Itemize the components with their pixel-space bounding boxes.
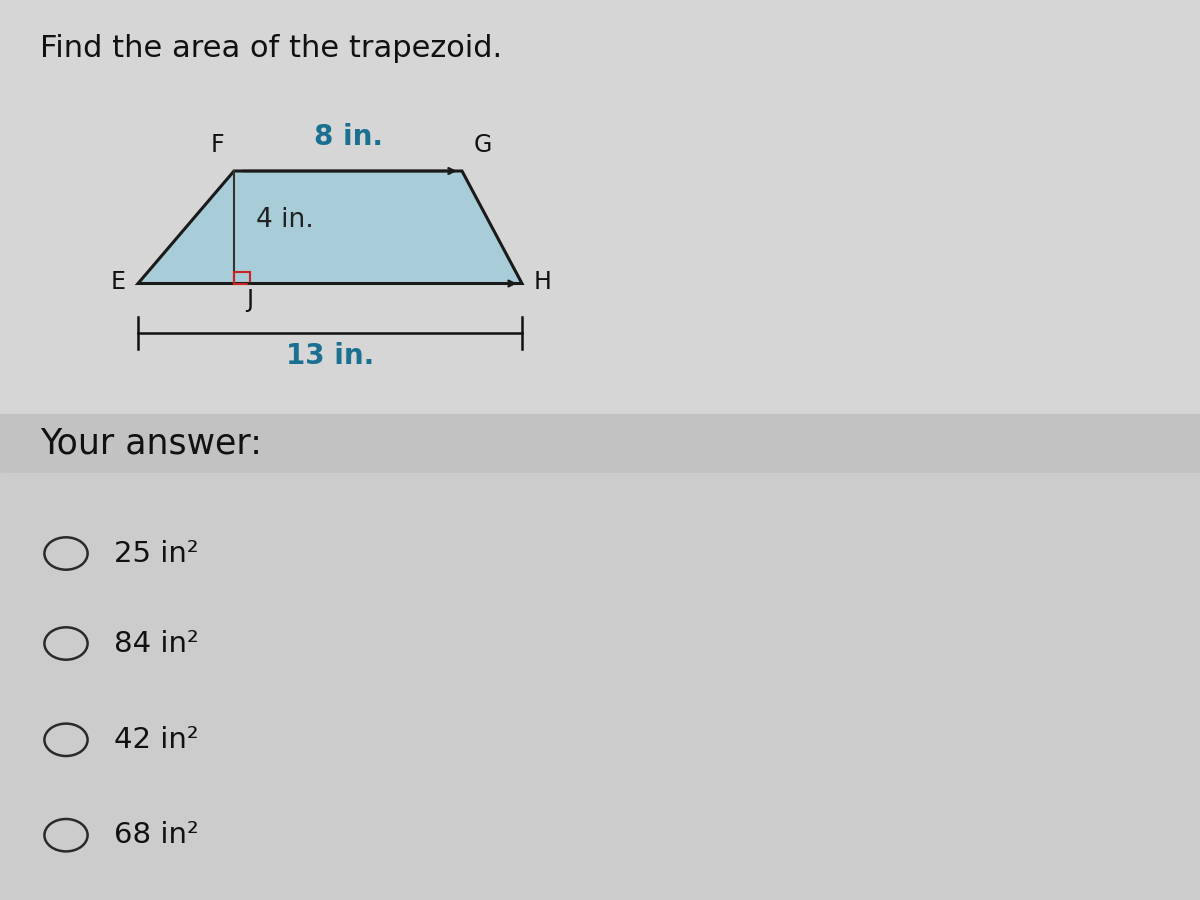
Text: J: J — [246, 288, 253, 312]
Text: 84 in²: 84 in² — [114, 629, 199, 658]
Text: 4 in.: 4 in. — [256, 207, 313, 233]
Text: 68 in²: 68 in² — [114, 821, 199, 850]
Text: Your answer:: Your answer: — [40, 427, 262, 460]
Text: F: F — [211, 133, 224, 158]
Text: Find the area of the trapezoid.: Find the area of the trapezoid. — [40, 34, 502, 63]
Bar — [0, 414, 1200, 472]
Text: G: G — [474, 133, 492, 158]
Text: 25 in²: 25 in² — [114, 539, 199, 568]
Bar — [0, 472, 1200, 900]
Bar — [0, 0, 1200, 414]
Text: 42 in²: 42 in² — [114, 725, 199, 754]
Text: E: E — [112, 270, 126, 293]
Bar — [234, 272, 250, 284]
Polygon shape — [138, 171, 522, 284]
Text: H: H — [534, 270, 552, 293]
Text: 13 in.: 13 in. — [286, 342, 374, 370]
Text: 8 in.: 8 in. — [313, 123, 383, 151]
